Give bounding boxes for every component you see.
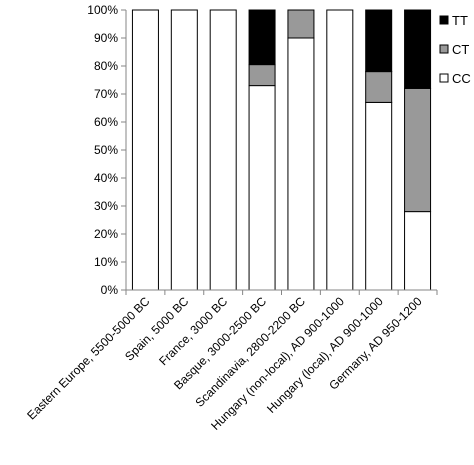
legend-swatch-ct [439, 44, 449, 54]
bar-segment-cc [404, 211, 432, 291]
y-tick-label: 80% [94, 59, 118, 73]
bar-segment-tt [248, 9, 276, 66]
legend: TT CT CC [439, 13, 471, 86]
bar-segment-cc [326, 9, 354, 291]
bar-segment-cc [248, 85, 276, 291]
bar-segment-ct [287, 9, 315, 39]
legend-label-tt: TT [452, 13, 468, 28]
y-tick-label: 50% [94, 143, 118, 157]
legend-swatch-tt [439, 15, 449, 25]
bars [131, 9, 432, 291]
y-tick-label: 20% [94, 227, 118, 241]
y-tick-label: 10% [94, 255, 118, 269]
legend-swatch-cc [439, 73, 449, 83]
bar-segment-cc [365, 101, 393, 291]
y-tick-label: 40% [94, 171, 118, 185]
y-tick-label: 70% [94, 87, 118, 101]
bar-segment-cc [170, 9, 198, 291]
y-tick-label: 30% [94, 199, 118, 213]
bar-segment-tt [404, 9, 432, 89]
legend-label-ct: CT [452, 42, 469, 57]
bar-segment-tt [365, 9, 393, 73]
y-axis: 0% 10% 20% 30% 40% 50% 60% 70% 80% 90% 100% [87, 3, 127, 297]
y-tick-label: 100% [87, 3, 118, 17]
x-category-label: France, 3000 BC [156, 294, 230, 368]
bar-segment-ct [365, 71, 393, 103]
y-tick-label: 90% [94, 31, 118, 45]
y-tick-label: 0% [101, 283, 119, 297]
y-tick-label: 60% [94, 115, 118, 129]
bar-segment-ct [248, 64, 276, 87]
bar-segment-cc [209, 9, 237, 291]
bar-segment-cc [131, 9, 159, 291]
bar-segment-cc [287, 37, 315, 291]
legend-label-cc: CC [452, 71, 471, 86]
bar-segment-ct [404, 87, 432, 213]
